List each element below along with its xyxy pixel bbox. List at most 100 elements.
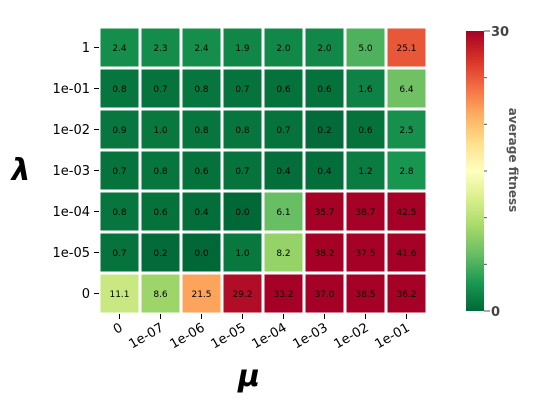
cell-value-label: 0.7 xyxy=(112,167,126,177)
heatmap-cell xyxy=(141,192,180,231)
heatmap-cell xyxy=(182,28,221,67)
cell-value-label: 0.9 xyxy=(112,126,127,136)
x-tick-label: 1e-05 xyxy=(209,320,249,352)
x-axis-label: μ xyxy=(237,359,260,394)
heatmap-cell xyxy=(387,151,426,190)
cell-value-label: 2.0 xyxy=(317,44,332,54)
cell-value-label: 1.0 xyxy=(235,249,250,259)
heatmap-cell xyxy=(141,151,180,190)
heatmap-cell xyxy=(182,192,221,231)
heatmap-cell xyxy=(264,151,303,190)
cell-value-label: 33.2 xyxy=(273,290,293,300)
cell-value-label: 1.6 xyxy=(358,85,373,95)
cell-value-label: 1.0 xyxy=(153,126,168,136)
cell-value-label: 1.2 xyxy=(358,167,372,177)
cell-value-label: 2.5 xyxy=(399,126,413,136)
cell-value-label: 2.3 xyxy=(153,44,167,54)
y-tick-label: 1 xyxy=(82,41,90,56)
heatmap-cell xyxy=(223,110,262,149)
cell-value-label: 1.9 xyxy=(235,44,250,54)
cell-value-label: 36.2 xyxy=(396,290,416,300)
cell-value-label: 21.5 xyxy=(191,290,211,300)
heatmap-cell xyxy=(387,233,426,272)
y-tick-labels: 1 1e-01 1e-02 1e-03 1e-04 1e-05 0 xyxy=(52,41,99,302)
cell-value-label: 42.5 xyxy=(396,208,416,218)
x-tick-label: 0 xyxy=(111,320,126,337)
x-tick-label: 1e-01 xyxy=(373,320,413,352)
colorbar: 30 0 average fitness xyxy=(466,25,520,320)
heatmap-cell xyxy=(305,28,344,67)
cell-value-label: 25.1 xyxy=(396,44,416,54)
heatmap-cell xyxy=(387,274,426,313)
heatmap-cell xyxy=(264,28,303,67)
heatmap-cell xyxy=(346,274,385,313)
cell-value-label: 5.0 xyxy=(358,44,373,54)
cell-value-label: 38.2 xyxy=(314,249,334,259)
cell-value-label: 0.6 xyxy=(358,126,373,136)
heatmap-cell xyxy=(264,110,303,149)
cell-value-label: 0.7 xyxy=(112,249,126,259)
cell-value-label: 0.7 xyxy=(276,126,290,136)
cell-value-label: 41.6 xyxy=(396,249,416,259)
heatmap-cell xyxy=(100,151,139,190)
cell-value-label: 0.8 xyxy=(112,85,127,95)
cell-value-label: 0.2 xyxy=(153,249,167,259)
cell-value-label: 29.2 xyxy=(232,290,252,300)
heatmap-cell xyxy=(264,69,303,108)
x-tick-label: 1e-03 xyxy=(291,320,331,352)
cell-value-label: 0.7 xyxy=(153,85,167,95)
cell-value-label: 0.4 xyxy=(194,208,209,218)
cell-value-label: 2.8 xyxy=(399,167,414,177)
colorbar-min-label: 0 xyxy=(491,305,500,320)
cell-value-label: 0.8 xyxy=(112,208,127,218)
cell-value-label: 0.7 xyxy=(235,167,249,177)
heatmap-cell xyxy=(264,233,303,272)
heatmap-cell xyxy=(100,110,139,149)
x-tick-label: 1e-04 xyxy=(250,320,290,352)
cell-value-label: 0.8 xyxy=(194,126,209,136)
heatmap-cell xyxy=(100,192,139,231)
heatmap-cell xyxy=(387,110,426,149)
cell-value-label: 8.2 xyxy=(276,249,290,259)
x-tick-label: 1e-02 xyxy=(332,320,372,352)
heatmap-cell xyxy=(223,151,262,190)
y-tick-label: 1e-04 xyxy=(52,205,90,220)
cell-value-label: 8.6 xyxy=(153,290,168,300)
heatmap-cell xyxy=(100,69,139,108)
heatmap-cell xyxy=(182,233,221,272)
colorbar-label: average fitness xyxy=(506,108,520,213)
heatmap-cell xyxy=(346,192,385,231)
heatmap-cell xyxy=(100,274,139,313)
cell-value-label: 35.7 xyxy=(314,208,334,218)
heatmap-cell xyxy=(223,69,262,108)
x-tick-labels: 0 1e-07 1e-06 1e-05 1e-04 1e-03 1e-02 1e-01 xyxy=(111,314,413,352)
x-tick-label: 1e-06 xyxy=(168,320,208,352)
y-tick-label: 1e-05 xyxy=(52,246,90,261)
cell-value-label: 2.0 xyxy=(276,44,291,54)
cell-value-label: 37.5 xyxy=(355,249,375,259)
heatmap-cell xyxy=(346,151,385,190)
y-axis-label: λ xyxy=(10,153,31,188)
heatmap-cell xyxy=(141,28,180,67)
heatmap-cell xyxy=(264,192,303,231)
heatmap-cell xyxy=(346,233,385,272)
cell-value-label: 0.6 xyxy=(276,85,291,95)
heatmap-cell xyxy=(141,274,180,313)
cell-value-label: 0.8 xyxy=(153,167,168,177)
heatmap-cell xyxy=(223,192,262,231)
heatmap-cell xyxy=(223,274,262,313)
heatmap-cell xyxy=(387,69,426,108)
heatmap-cell xyxy=(182,151,221,190)
heatmap-cell xyxy=(264,274,303,313)
cell-value-label: 0.4 xyxy=(317,167,332,177)
colorbar-max-label: 30 xyxy=(491,25,509,40)
cell-value-label: 37.0 xyxy=(314,290,334,300)
heatmap-cell xyxy=(305,110,344,149)
cell-value-label: 0.8 xyxy=(194,85,209,95)
cell-value-label: 38.7 xyxy=(355,208,375,218)
heatmap-cell xyxy=(305,69,344,108)
heatmap-cells: 2.4 2.3 2.4 1.9 2.0 2.0 5.0 25.1 0.8 0.7 0.8 0.7 0.6… xyxy=(100,28,426,313)
cell-value-label: 6.1 xyxy=(276,208,290,218)
